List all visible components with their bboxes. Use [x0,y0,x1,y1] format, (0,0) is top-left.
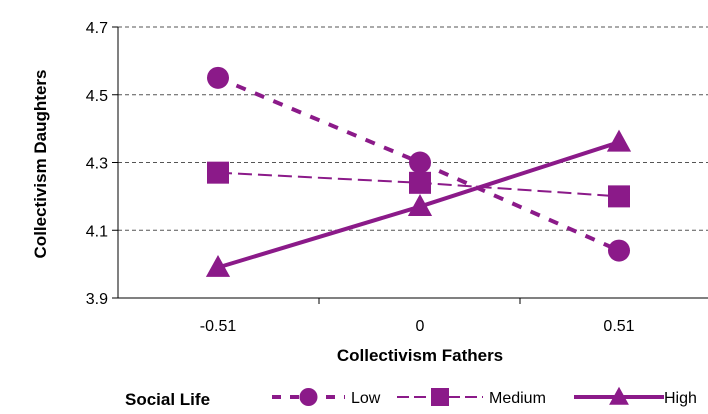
x-tick-labels: -0.51 0 0.51 [200,318,635,335]
x-tick-label: 0 [416,318,425,335]
y-axis-title: Collectivism Daughters [31,70,50,259]
legend-title: Social Life [125,390,210,409]
data-point-low [207,66,229,89]
legend-item-medium: Medium [397,388,546,407]
series-line-low [217,75,620,253]
legend-items: Low Medium High [272,386,697,407]
data-point-medium [608,185,630,208]
legend-marker-high [609,386,629,405]
axes [112,26,708,304]
y-tick-label: 4.5 [86,88,108,105]
y-tick-label: 4.7 [86,20,108,37]
legend-item-low: Low [272,388,381,407]
data-point-medium [207,161,229,184]
legend-marker-medium [431,388,449,406]
legend-label-high: High [664,390,697,407]
y-tick-label: 3.9 [86,291,108,308]
y-tick-label: 4.3 [86,156,108,173]
legend-item-high: High [574,386,697,407]
data-point-high [407,193,433,216]
data-point-high [205,254,231,277]
y-tick-labels: 3.9 4.1 4.3 4.5 4.7 [86,20,108,308]
x-tick-label: -0.51 [200,318,237,335]
data-point-low [409,151,431,174]
legend-marker-low [299,388,318,406]
data-point-low [608,239,630,262]
legend: Social Life Low Medium High [125,386,697,409]
y-tick-label: 4.1 [86,223,108,240]
legend-label-medium: Medium [489,390,546,407]
data-point-medium [409,171,431,194]
data-point-high [606,129,632,152]
legend-label-low: Low [351,390,381,407]
series-markers [205,66,632,277]
x-axis-title: Collectivism Fathers [337,346,503,365]
x-tick-label: 0.51 [603,318,634,335]
